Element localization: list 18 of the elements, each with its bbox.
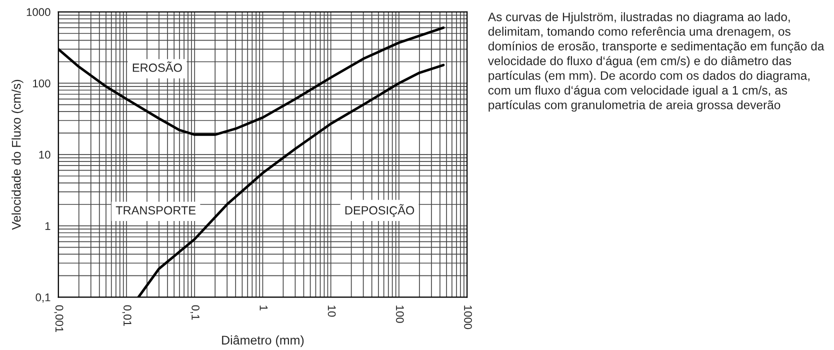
x-tick-label: 10 xyxy=(328,306,336,317)
y-tick-label: 0,1 xyxy=(36,293,50,303)
x-tick-label: 1000 xyxy=(464,306,472,330)
x-tick-label: 0,1 xyxy=(190,305,200,320)
annotation: EROSÃO xyxy=(132,61,182,72)
y-tick-label: 1000 xyxy=(26,8,50,16)
y-tick-label: 10 xyxy=(39,150,50,159)
text: As curvas de Hjulström, ilustradas no diagrama ao lado, delimitam, tomando como referência uma drenagem, os domínios de erosão, transporte e sedimentação em função da velocidade do fluxo d‘água (em cm/s) e do diâmetro das partículas (em mm). De acordo com os dados do diagrama, com um fluxo d‘água com velocidade igual a 1 cm/s, as partículas com granulometria de areia grossa deverão xyxy=(488,12,824,112)
x-tick-label: 0,01 xyxy=(122,305,132,326)
x-tick-label: 0,001 xyxy=(54,305,64,332)
y-tick-label: 1 xyxy=(45,222,50,230)
annotation: TRANSPORTE xyxy=(116,206,196,215)
y-tick-label: 100 xyxy=(33,79,50,88)
x-tick-label: 1 xyxy=(260,306,268,310)
annotation: DEPOSIÇÃO xyxy=(345,204,414,217)
x-tick-label: 100 xyxy=(396,306,404,323)
x-axis-title: Diâmetro (mm) xyxy=(222,335,304,348)
y-axis-title: Velocidade do Fluxo (cm/s) xyxy=(12,80,24,230)
